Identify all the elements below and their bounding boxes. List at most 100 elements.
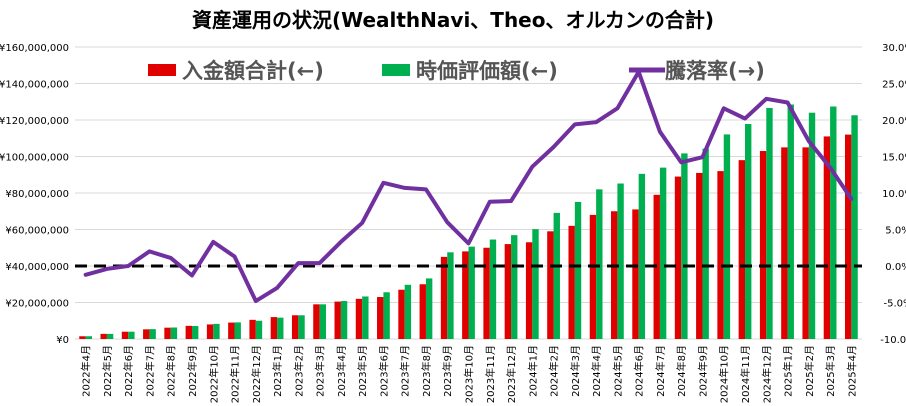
x-tick-label: 2024年9月: [696, 345, 709, 397]
bar-market-value: [447, 252, 454, 339]
x-tick-label: 2023年6月: [377, 345, 390, 397]
bar-deposit: [377, 297, 384, 339]
x-tick-label: 2022年9月: [186, 345, 199, 397]
legend-label: 時価評価額(←): [416, 59, 558, 83]
legend-label: 入金額合計(←): [182, 59, 324, 83]
bar-deposit: [674, 176, 682, 339]
bar-deposit: [462, 251, 469, 339]
bar-market-value: [659, 167, 667, 339]
chart-title: 資産運用の状況(WealthNavi、Theo、オルカンの合計): [191, 8, 715, 32]
legend-swatch: [382, 64, 410, 76]
bar-market-value: [638, 173, 646, 339]
x-tick-label: 2025年3月: [824, 345, 837, 397]
bar-deposit: [398, 289, 405, 339]
x-tick-label: 2023年9月: [441, 345, 454, 397]
bar-market-value: [362, 296, 369, 339]
x-tick-label: 2025年4月: [845, 345, 858, 397]
x-tick-label: 2022年8月: [165, 345, 178, 397]
x-tick-label: 2024年1月: [526, 345, 539, 397]
x-tick-label: 2024年5月: [611, 345, 624, 397]
x-tick-label: 2023年3月: [314, 345, 327, 397]
bar-market-value: [596, 189, 603, 339]
y-right-tick-label: 15.0%: [882, 153, 906, 164]
x-tick-label: 2023年7月: [399, 345, 412, 397]
bar-deposit: [121, 331, 129, 339]
bar-market-value: [787, 104, 794, 339]
bar-deposit: [483, 247, 490, 339]
bar-market-value: [85, 336, 93, 339]
bar-market-value: [319, 304, 326, 339]
bar-market-value: [574, 201, 582, 339]
y-right-tick-label: -5.0%: [883, 299, 906, 310]
bar-market-value: [404, 284, 412, 339]
bar-market-value: [617, 183, 624, 339]
bar-deposit: [525, 242, 533, 339]
bar-deposit: [291, 315, 299, 339]
bar-deposit: [100, 333, 107, 339]
legend-swatch: [148, 64, 176, 76]
x-tick-label: 2024年10月: [718, 345, 731, 403]
bar-deposit: [313, 304, 320, 339]
x-tick-label: 2024年4月: [590, 345, 603, 397]
line-return-rate: [83, 69, 854, 304]
bar-deposit: [696, 172, 703, 339]
y-left-tick-label: ¥140,000,000: [0, 80, 69, 91]
bar-market-value: [128, 331, 135, 339]
x-tick-label: 2022年12月: [250, 345, 263, 403]
bar-market-value: [532, 229, 539, 339]
bar-deposit: [270, 317, 278, 339]
bar-market-value: [723, 134, 731, 339]
x-tick-label: 2024年2月: [548, 345, 561, 397]
bar-deposit: [844, 134, 852, 339]
bar-market-value: [553, 212, 560, 339]
x-tick-label: 2024年11月: [739, 345, 752, 403]
bar-deposit: [504, 244, 512, 339]
x-tick-label: 2023年1月: [271, 345, 284, 397]
x-tick-label: 2022年4月: [80, 345, 93, 397]
x-tick-label: 2023年2月: [292, 345, 305, 397]
legend-label: 騰落率(→): [665, 59, 765, 83]
x-tick-label: 2023年4月: [335, 345, 348, 397]
y-left-tick-label: ¥0: [56, 335, 69, 346]
bar-deposit: [547, 231, 554, 339]
bar-deposit: [355, 298, 363, 339]
y-right-tick-label: 10.0%: [882, 189, 906, 200]
bar-deposit: [419, 284, 426, 339]
bar-market-value: [170, 327, 178, 339]
bar-deposit: [823, 136, 831, 339]
bar-market-value: [511, 235, 518, 339]
y-right-tick-label: 0.0%: [885, 262, 906, 273]
bar-deposit: [717, 171, 724, 339]
x-tick-label: 2023年10月: [463, 345, 476, 403]
x-tick-label: 2025年1月: [782, 345, 795, 397]
bar-deposit: [802, 147, 809, 339]
bar-deposit: [759, 151, 767, 339]
x-tick-label: 2022年6月: [122, 345, 135, 397]
bar-deposit: [738, 160, 746, 339]
bar-deposit: [632, 209, 639, 339]
bar-deposit: [334, 301, 341, 339]
bar-market-value: [468, 246, 475, 339]
x-tick-label: 2023年11月: [484, 345, 497, 403]
bar-market-value: [277, 317, 284, 339]
x-tick-label: 2024年6月: [633, 345, 646, 397]
y-left-tick-label: ¥60,000,000: [5, 226, 69, 237]
bar-deposit: [781, 147, 788, 339]
bar-market-value: [808, 112, 816, 339]
bar-market-value: [745, 124, 752, 339]
x-tick-label: 2024年7月: [654, 345, 667, 397]
y-right-tick-label: -10.0%: [880, 335, 906, 346]
bar-market-value: [425, 278, 433, 339]
bar-market-value: [213, 323, 220, 339]
bar-market-value: [106, 333, 114, 339]
y-left-tick-label: ¥40,000,000: [5, 262, 69, 273]
bar-deposit: [440, 256, 448, 339]
y-left-tick-label: ¥100,000,000: [0, 153, 69, 164]
bar-deposit: [228, 322, 235, 339]
y-right-tick-label: 20.0%: [882, 116, 906, 127]
y-left-tick-label: ¥120,000,000: [0, 116, 69, 127]
bar-market-value: [255, 320, 263, 339]
x-tick-label: 2023年12月: [505, 345, 518, 403]
y-left-tick-label: ¥160,000,000: [0, 43, 69, 54]
